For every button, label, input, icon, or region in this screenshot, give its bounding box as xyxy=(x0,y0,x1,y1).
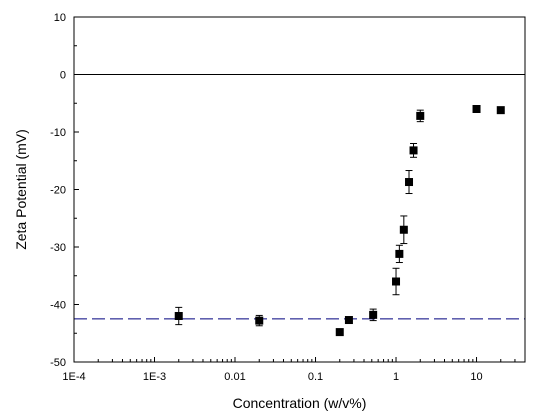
data-point-square xyxy=(335,328,344,337)
x-tick-label: 0.1 xyxy=(308,371,323,383)
plot-frame xyxy=(73,16,526,363)
data-point-square xyxy=(174,312,183,320)
y-tick-label: -30 xyxy=(50,242,66,254)
x-tick-label: 0.01 xyxy=(224,371,245,383)
data-points xyxy=(174,105,505,337)
y-tick-label: -20 xyxy=(50,185,66,197)
x-tick-label: 1E-4 xyxy=(62,371,85,383)
x-tick-label: 10 xyxy=(470,371,482,383)
data-point-square xyxy=(472,105,481,113)
data-point-square xyxy=(344,316,353,325)
y-tick-label: -10 xyxy=(50,127,66,139)
data-point-square xyxy=(255,316,264,325)
y-tick-label: -50 xyxy=(50,357,66,369)
data-point-square xyxy=(399,225,408,234)
x-tick-label: 1E-3 xyxy=(143,371,166,383)
x-axis: 1E-4 1E-3 0.01 0.1 1 10 xyxy=(62,357,526,383)
data-point-square xyxy=(405,178,414,187)
y-tick-label: 10 xyxy=(54,12,66,24)
data-point-square xyxy=(369,310,378,319)
y-axis-title: Zeta Potential (mV) xyxy=(13,129,29,250)
x-axis-title: Concentration (w/v%) xyxy=(233,395,367,411)
reference-lines xyxy=(74,74,525,320)
data-point-square xyxy=(409,146,418,155)
data-point-square xyxy=(496,106,505,115)
data-point-square xyxy=(392,277,401,286)
data-point-square xyxy=(395,249,404,258)
data-point-square xyxy=(416,111,425,120)
y-tick-label: -40 xyxy=(50,300,66,312)
y-axis: 10 0 -10 -20 -30 -40 -50 xyxy=(50,12,79,369)
x-tick-label: 1 xyxy=(393,371,399,383)
y-tick-label: 0 xyxy=(60,70,66,82)
